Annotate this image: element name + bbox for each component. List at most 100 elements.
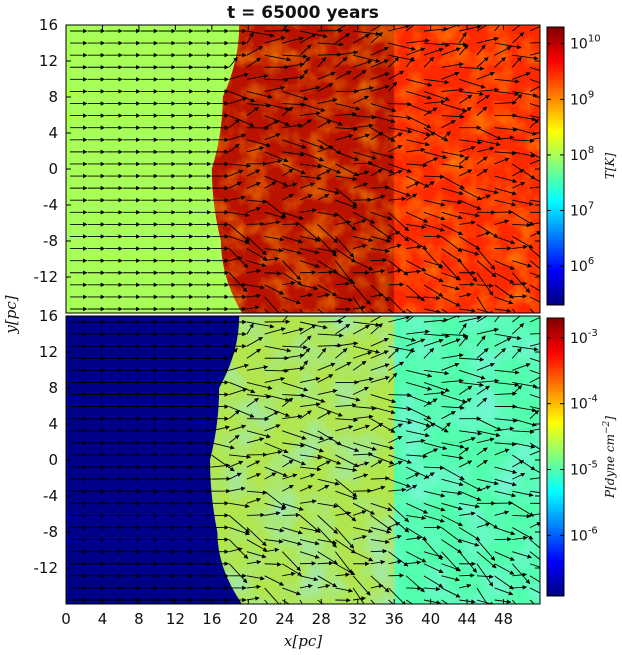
velocity-arrow xyxy=(246,575,265,581)
velocity-arrow xyxy=(246,430,271,439)
velocity-arrow xyxy=(264,345,292,353)
velocity-arrow xyxy=(317,319,344,324)
y-tick-label: -8 xyxy=(43,232,58,250)
velocity-arrow xyxy=(282,168,294,177)
velocity-arrow xyxy=(352,284,371,305)
velocity-arrow xyxy=(246,460,261,468)
velocity-arrow xyxy=(459,187,482,201)
velocity-arrow xyxy=(335,248,356,263)
velocity-arrow xyxy=(299,551,320,559)
velocity-arrow xyxy=(512,429,535,435)
velocity-arrow xyxy=(512,32,525,44)
velocity-arrow xyxy=(317,145,334,153)
velocity-arrow xyxy=(370,599,376,604)
velocity-arrow xyxy=(352,551,374,562)
velocity-arrows xyxy=(70,25,540,313)
velocity-arrow xyxy=(246,394,272,399)
velocity-arrow xyxy=(299,527,320,533)
x-tick-label: 40 xyxy=(421,610,440,628)
velocity-arrow xyxy=(335,316,353,323)
y-tick-label: 4 xyxy=(48,415,58,433)
velocity-arrow xyxy=(459,511,476,516)
velocity-arrow xyxy=(282,366,305,371)
velocity-arrow xyxy=(317,436,334,444)
velocity-arrow xyxy=(476,335,486,347)
velocity-arrow xyxy=(317,347,327,359)
velocity-arrow xyxy=(406,329,430,335)
velocity-arrow xyxy=(317,97,338,104)
velocity-arrow xyxy=(388,460,403,468)
velocity-arrow xyxy=(423,333,451,339)
velocity-arrow xyxy=(317,224,338,244)
velocity-arrow xyxy=(459,211,480,218)
velocity-arrow xyxy=(335,511,352,516)
velocity-arrow xyxy=(370,539,390,544)
velocity-arrow xyxy=(512,115,537,122)
velocity-arrow xyxy=(352,360,367,371)
velocity-arrow xyxy=(370,211,393,221)
velocity-arrow xyxy=(476,44,486,56)
velocity-arrow xyxy=(264,562,282,567)
velocity-arrow xyxy=(423,56,435,68)
velocity-arrow xyxy=(352,377,374,383)
velocity-arrow xyxy=(512,168,525,177)
velocity-arrow xyxy=(423,514,445,523)
velocity-arrow xyxy=(282,296,301,305)
velocity-arrow xyxy=(441,284,460,291)
velocity-arrow xyxy=(406,430,430,438)
velocity-arrow xyxy=(405,338,426,347)
velocity-arrow xyxy=(335,211,357,231)
velocity-arrow xyxy=(246,45,264,56)
velocity-arrow xyxy=(264,308,269,313)
velocity-arrow xyxy=(441,211,463,220)
colorbar-tick-label: 10-5 xyxy=(570,460,598,479)
velocity-arrow xyxy=(352,86,374,92)
velocity-arrow xyxy=(299,539,320,546)
velocity-arrow xyxy=(264,547,280,553)
velocity-arrow xyxy=(529,296,540,303)
velocity-arrow xyxy=(423,472,435,480)
velocity-arrow xyxy=(299,376,321,383)
velocity-arrow xyxy=(388,308,394,313)
velocity-arrow xyxy=(229,211,250,218)
velocity-arrow xyxy=(246,169,261,177)
velocity-arrow xyxy=(282,53,308,59)
velocity-arrow xyxy=(441,71,460,80)
velocity-arrow xyxy=(476,94,490,104)
velocity-arrow xyxy=(228,272,248,293)
velocity-arrow xyxy=(388,487,407,493)
velocity-arrow xyxy=(476,248,496,270)
velocity-arrow xyxy=(353,305,366,310)
velocity-arrow xyxy=(352,236,374,243)
velocity-arrow xyxy=(317,71,336,80)
velocity-arrow xyxy=(370,337,389,347)
velocity-arrow xyxy=(441,120,456,129)
velocity-arrow xyxy=(299,293,313,298)
velocity-arrow xyxy=(388,231,401,237)
velocity-arrow xyxy=(282,599,291,604)
velocity-arrow xyxy=(476,515,499,529)
velocity-arrow xyxy=(441,248,463,263)
velocity-arrow xyxy=(246,103,272,108)
velocity-arrow xyxy=(512,236,534,249)
velocity-arrow xyxy=(335,402,357,408)
velocity-arrow xyxy=(476,283,494,288)
y-tick-label: 16 xyxy=(39,16,58,34)
velocity-arrow xyxy=(282,272,303,286)
y-tick-label: 16 xyxy=(39,307,58,325)
velocity-arrow xyxy=(494,575,514,590)
velocity-arrow xyxy=(388,163,412,173)
velocity-arrow xyxy=(264,368,289,374)
velocity-arrow xyxy=(459,357,485,362)
velocity-arrow xyxy=(335,572,350,577)
velocity-arrow xyxy=(423,131,436,141)
velocity-arrow xyxy=(335,126,359,132)
velocity-arrow xyxy=(476,551,497,569)
velocity-arrow xyxy=(335,341,359,347)
velocity-arrow xyxy=(494,448,510,456)
velocity-arrow xyxy=(512,316,521,323)
velocity-arrow xyxy=(282,527,303,535)
velocity-arrow xyxy=(406,147,426,153)
velocity-arrow xyxy=(264,181,277,189)
